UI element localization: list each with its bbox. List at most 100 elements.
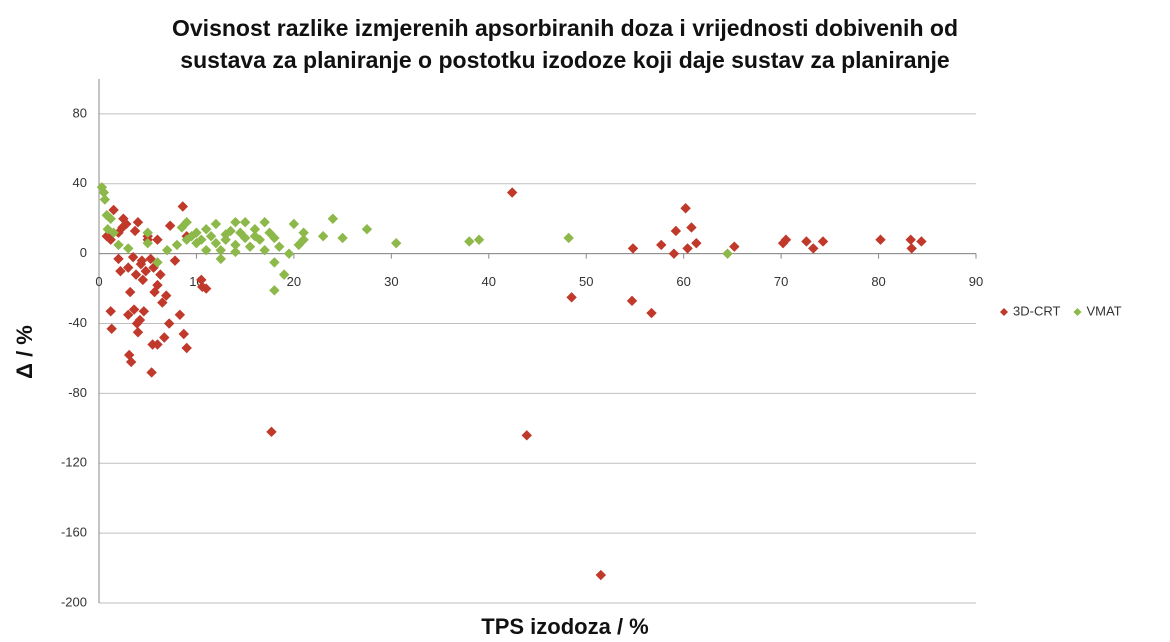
point <box>178 328 189 340</box>
y-tick-label: -80 <box>68 385 87 400</box>
point <box>225 225 236 237</box>
point <box>668 248 680 259</box>
y-axis-title: Δ / % <box>12 325 37 379</box>
point <box>113 253 124 265</box>
point <box>196 234 207 245</box>
x-tick-label: 90 <box>969 274 983 289</box>
point <box>269 285 280 296</box>
point <box>105 306 116 317</box>
point <box>646 307 657 319</box>
point <box>722 248 733 259</box>
point <box>155 269 166 280</box>
point <box>327 213 339 224</box>
point <box>181 342 192 354</box>
point <box>163 318 175 329</box>
point <box>132 217 144 228</box>
point <box>269 257 280 268</box>
point <box>288 218 300 230</box>
point <box>239 232 251 244</box>
point <box>906 243 917 254</box>
point <box>230 246 241 258</box>
point <box>200 244 212 256</box>
point <box>626 295 638 307</box>
point <box>108 204 119 216</box>
point <box>152 234 163 245</box>
point <box>121 218 132 230</box>
point <box>124 286 136 298</box>
point <box>905 234 916 245</box>
y-tick-label: 40 <box>73 175 87 190</box>
point <box>200 283 212 294</box>
x-tick-label: 30 <box>384 274 398 289</box>
point <box>174 309 186 321</box>
y-tick-label: -40 <box>68 315 87 330</box>
y-tick-label: 0 <box>80 245 87 260</box>
point <box>278 269 290 280</box>
point <box>205 230 217 242</box>
y-tick-label: 80 <box>73 105 87 120</box>
point <box>191 227 202 238</box>
point <box>656 239 667 251</box>
point <box>171 239 183 251</box>
y-tick-label: -200 <box>61 594 87 609</box>
x-tick-label: 50 <box>579 274 593 289</box>
point <box>161 290 172 301</box>
point <box>691 237 702 249</box>
point <box>215 244 227 256</box>
point <box>317 230 329 242</box>
x-tick-label: 70 <box>774 274 788 289</box>
x-tick-label: 60 <box>676 274 690 289</box>
point <box>149 286 160 298</box>
point <box>264 227 275 238</box>
point <box>157 297 168 308</box>
point <box>249 230 261 242</box>
point <box>132 327 144 338</box>
point <box>125 356 137 368</box>
point <box>244 241 256 252</box>
point <box>162 244 173 256</box>
point <box>506 187 518 198</box>
point <box>337 232 348 244</box>
point <box>123 243 134 254</box>
point <box>808 243 819 254</box>
x-tick-label: 40 <box>482 274 496 289</box>
point <box>152 339 163 350</box>
point <box>682 243 693 254</box>
point <box>817 236 829 247</box>
point <box>464 236 475 247</box>
point <box>230 217 241 228</box>
point <box>473 234 485 245</box>
point <box>916 236 927 247</box>
point <box>142 237 153 249</box>
x-tick-label: 20 <box>287 274 301 289</box>
point <box>128 304 140 315</box>
legend-marker <box>1073 308 1082 316</box>
point <box>235 227 246 238</box>
point <box>259 244 270 256</box>
x-axis-title: TPS izodoza / % <box>481 614 648 639</box>
point <box>293 239 304 251</box>
legend-marker <box>1000 308 1008 316</box>
point <box>266 426 277 438</box>
point <box>142 227 153 238</box>
point <box>99 194 111 205</box>
point <box>566 292 577 303</box>
x-tick-label: 0 <box>95 274 102 289</box>
point <box>146 367 157 378</box>
point <box>521 430 532 441</box>
point <box>123 262 134 273</box>
point <box>127 251 139 263</box>
point <box>152 257 163 268</box>
point <box>563 232 574 244</box>
point <box>177 201 189 212</box>
point <box>215 253 227 265</box>
point <box>875 234 886 245</box>
point <box>105 213 116 224</box>
point <box>680 203 691 214</box>
point <box>164 220 176 231</box>
x-tick-label: 80 <box>871 274 885 289</box>
legend-label: 3D-CRT <box>1013 303 1060 318</box>
point <box>274 241 285 252</box>
point <box>361 224 373 235</box>
